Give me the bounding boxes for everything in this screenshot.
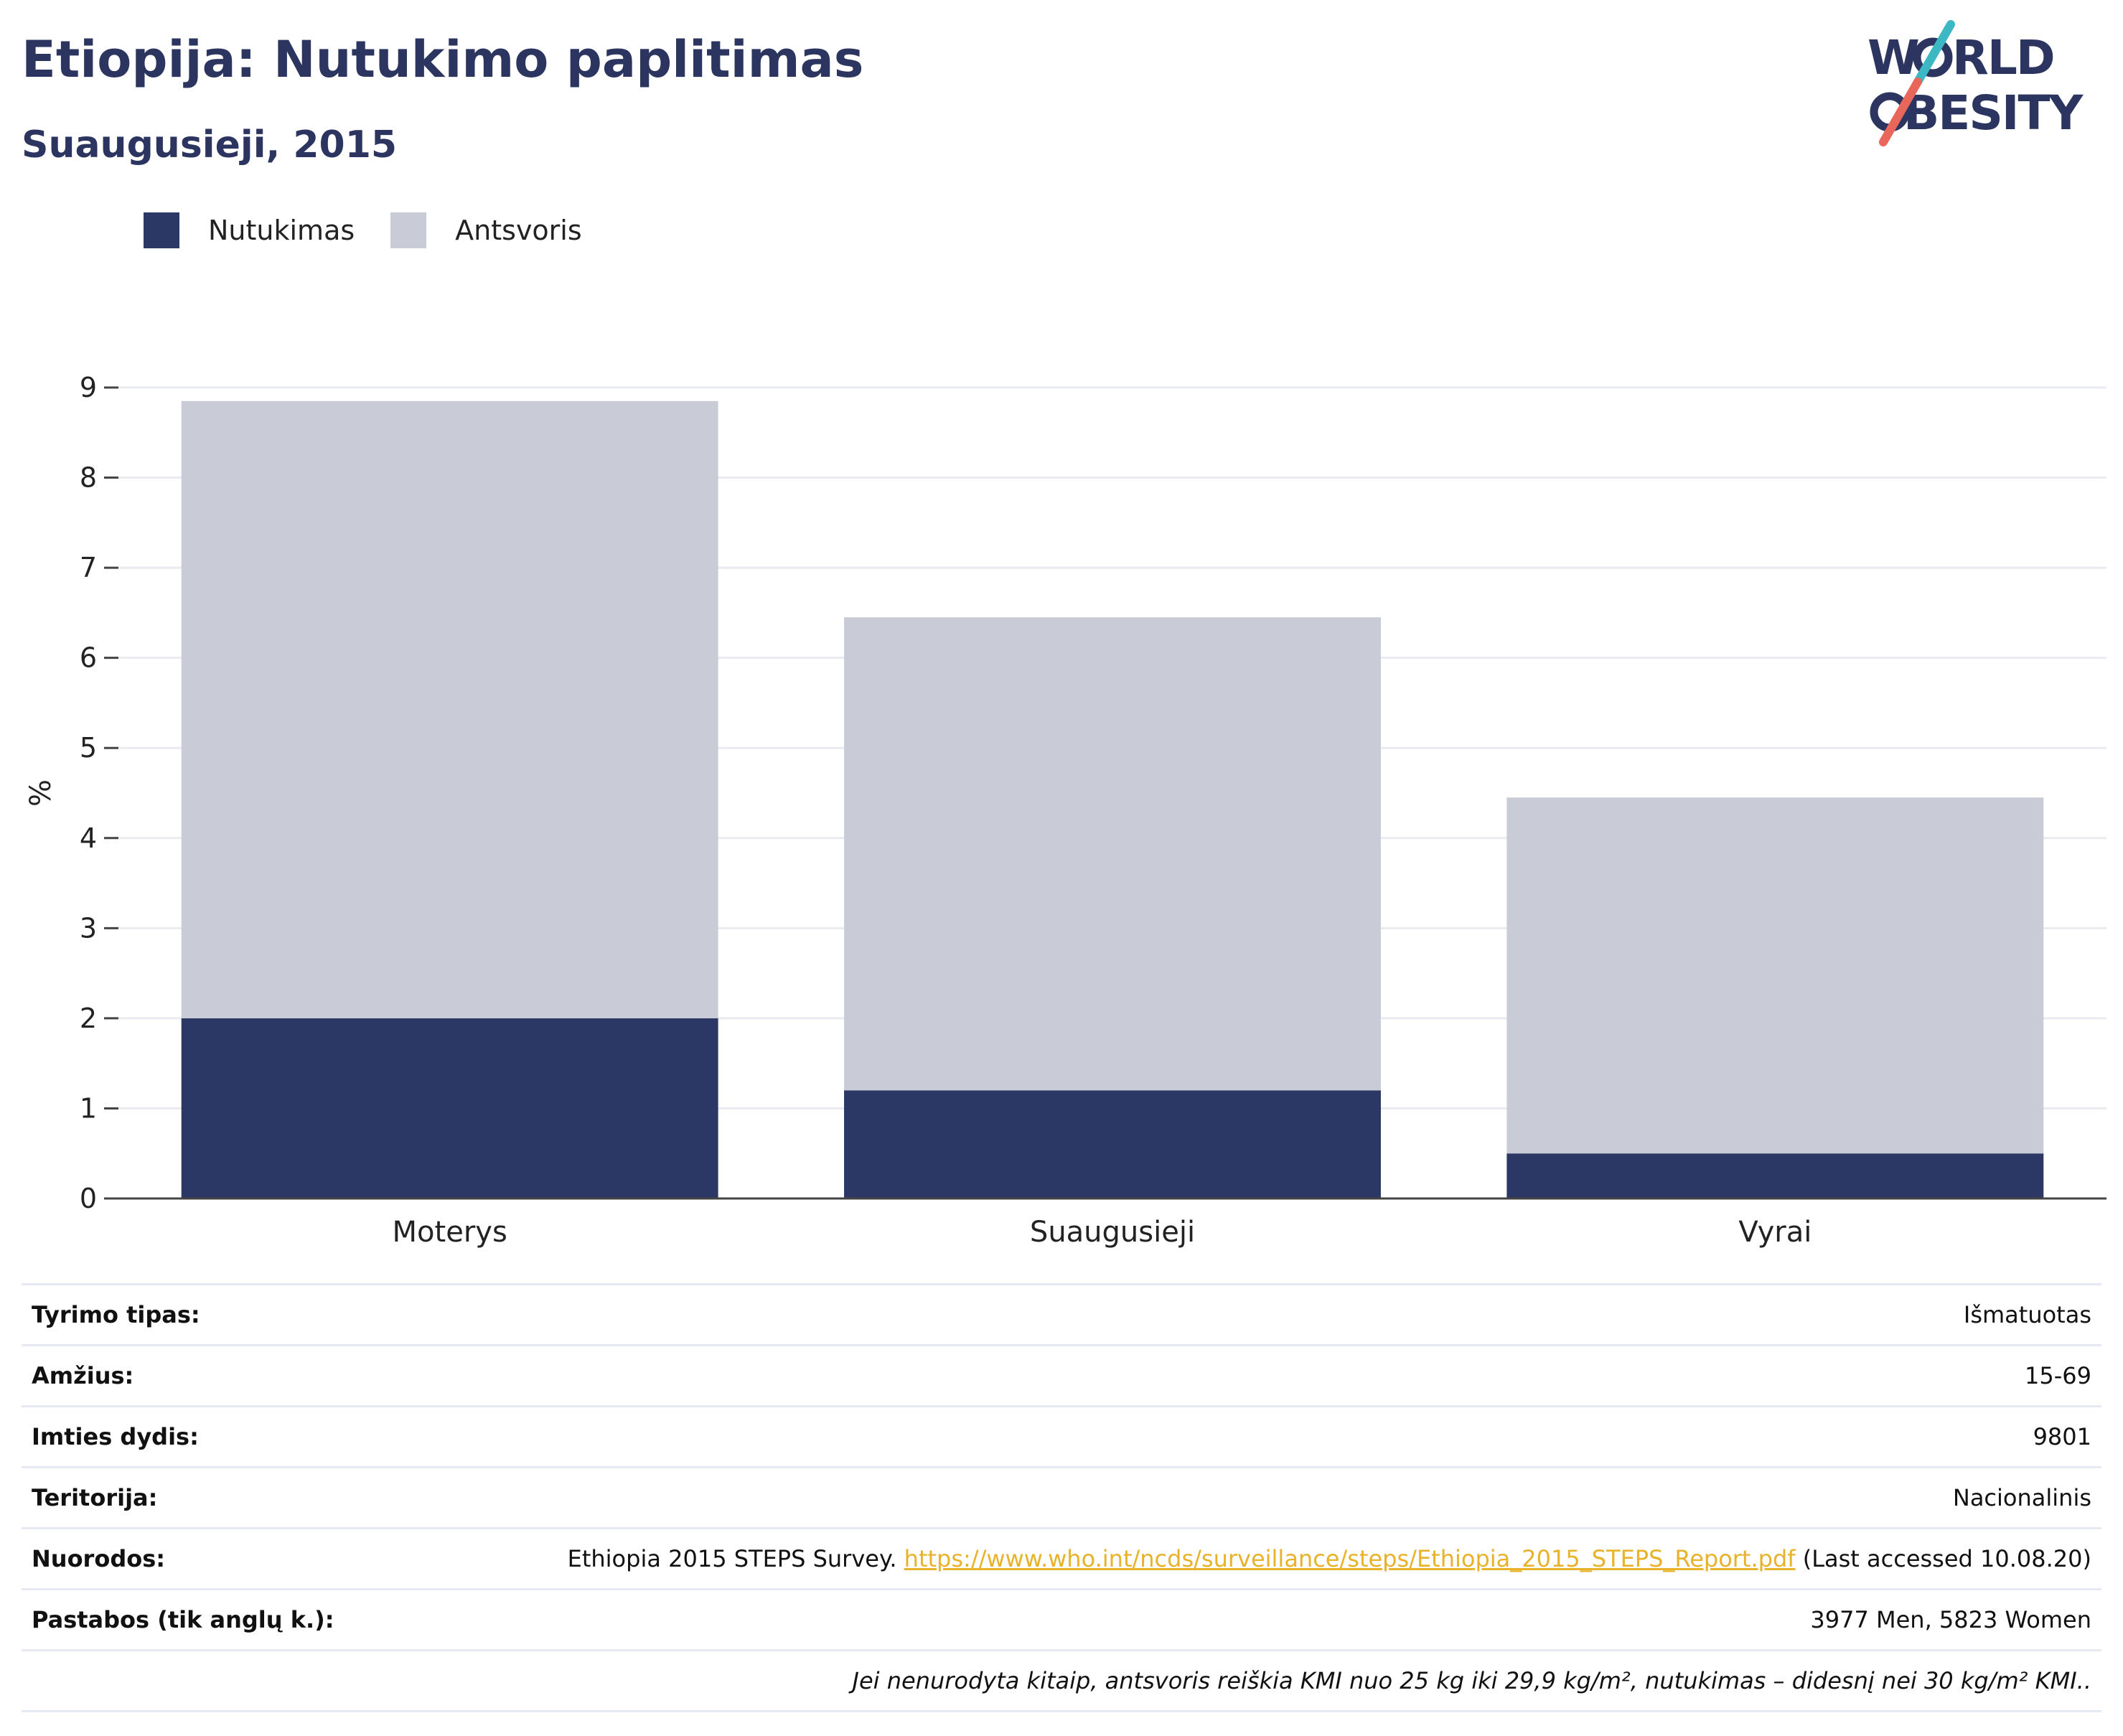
- legend-label-overweight: Antsvoris: [455, 215, 582, 246]
- info-value: Nacionalinis: [1952, 1484, 2091, 1511]
- y-tick-label: 1: [80, 1092, 97, 1124]
- y-tick-label: 5: [80, 732, 97, 764]
- info-value: 9801: [2033, 1423, 2091, 1450]
- legend-item-overweight[interactable]: Antsvoris: [390, 212, 582, 248]
- x-tick-label: Moterys: [393, 1216, 507, 1249]
- y-tick-label: 9: [80, 372, 97, 403]
- info-value: 15-69: [2025, 1362, 2091, 1389]
- reference-link[interactable]: https://www.who.int/ncds/surveillance/st…: [904, 1545, 1796, 1572]
- svg-text:RLD: RLD: [1952, 30, 2054, 85]
- info-table: Tyrimo tipas: Išmatuotas Amžius: 15-69 I…: [22, 1283, 2101, 1712]
- svg-text:W: W: [1867, 30, 1918, 85]
- x-tick-label: Vyrai: [1738, 1216, 1812, 1249]
- legend-swatch-obesity: [144, 212, 179, 248]
- page-subtitle: Suaugusieji, 2015: [22, 123, 398, 166]
- world-obesity-logo: W RLD BESITY: [1867, 20, 2086, 146]
- chart-legend: Nutukimas Antsvoris: [144, 212, 618, 248]
- info-label: Tyrimo tipas:: [32, 1301, 200, 1328]
- bar-overweight: [1506, 797, 2044, 1154]
- info-row-age: Amžius: 15-69: [22, 1344, 2101, 1405]
- info-row-footnote: Jei nenurodyta kitaip, antsvoris reiškia…: [22, 1649, 2101, 1712]
- info-label: Amžius:: [32, 1362, 134, 1389]
- bar-overweight: [844, 617, 1381, 1091]
- info-row-territory: Teritorija: Nacionalinis: [22, 1466, 2101, 1527]
- info-label: Teritorija:: [32, 1484, 158, 1511]
- stacked-bar-chart: 0 1 2 3 4 5 6 7 8 9% Moterys Suaugusieji Vyrai: [24, 372, 2106, 1249]
- y-tick-label: 4: [80, 822, 97, 854]
- x-tick-label: Suaugusieji: [1030, 1216, 1195, 1249]
- svg-text:BESITY: BESITY: [1903, 85, 2084, 141]
- legend-swatch-overweight: [390, 212, 427, 248]
- info-value: 3977 Men, 5823 Women: [1810, 1606, 2091, 1633]
- info-row-sample-size: Imties dydis: 9801: [22, 1405, 2101, 1466]
- legend-item-obesity[interactable]: Nutukimas: [144, 212, 355, 248]
- info-row-survey-type: Tyrimo tipas: Išmatuotas: [22, 1283, 2101, 1344]
- legend-label-obesity: Nutukimas: [208, 215, 355, 246]
- info-label: Nuorodos:: [32, 1545, 166, 1572]
- bar-overweight: [181, 400, 718, 1018]
- bar-obesity: [1506, 1153, 2044, 1198]
- info-label: Imties dydis:: [32, 1423, 199, 1450]
- footnote: Jei nenurodyta kitaip, antsvoris reiškia…: [852, 1667, 2092, 1694]
- info-label: Pastabos (tik anglų k.):: [32, 1606, 334, 1633]
- y-tick-label: 6: [80, 642, 97, 674]
- page-title: Etiopija: Nutukimo paplitimas: [22, 30, 864, 89]
- y-tick-label: 7: [80, 552, 97, 583]
- y-axis-label: %: [24, 779, 57, 807]
- y-tick-label: 2: [80, 1003, 97, 1034]
- references-value: Ethiopia 2015 STEPS Survey. https://www.…: [568, 1545, 2091, 1572]
- reference-prefix: Ethiopia 2015 STEPS Survey.: [567, 1545, 897, 1572]
- info-value: Išmatuotas: [1963, 1301, 2091, 1328]
- y-tick-label: 3: [80, 912, 97, 944]
- info-row-references: Nuorodos: Ethiopia 2015 STEPS Survey. ht…: [22, 1527, 2101, 1588]
- bar-obesity: [844, 1090, 1381, 1198]
- bar-obesity: [181, 1018, 718, 1198]
- y-tick-label: 0: [80, 1183, 97, 1214]
- y-tick-label: 8: [80, 462, 97, 494]
- info-row-notes: Pastabos (tik anglų k.): 3977 Men, 5823 …: [22, 1588, 2101, 1649]
- reference-suffix: (Last accessed 10.08.20): [1802, 1545, 2091, 1572]
